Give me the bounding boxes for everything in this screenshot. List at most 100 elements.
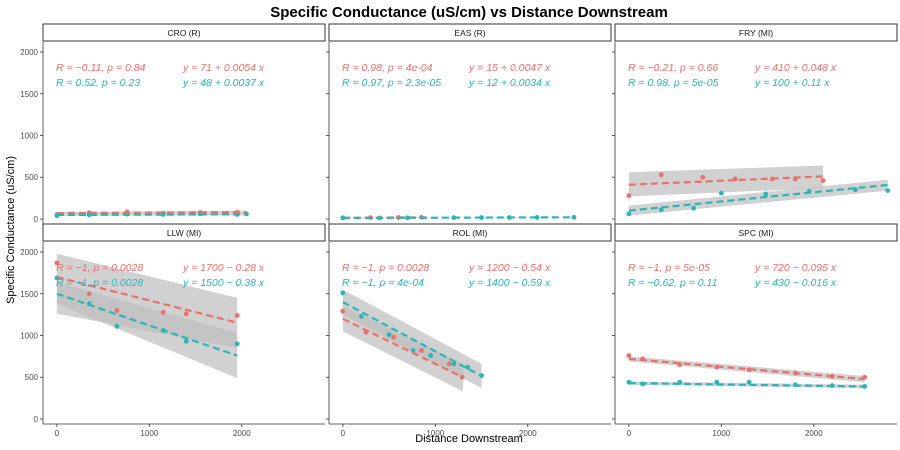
correlation-annotation: R = −1, p = 4e-04 <box>342 277 424 289</box>
data-point-teal <box>465 364 471 370</box>
facet-strip <box>328 223 612 242</box>
data-point-red <box>160 309 166 315</box>
x-tick-label: 1000 <box>140 429 158 438</box>
facet-strip <box>614 223 898 242</box>
y-tick-label: 1000 <box>20 132 38 141</box>
facet-strip-label: CRO (R) <box>167 28 200 38</box>
data-point-teal <box>626 211 632 217</box>
data-point-red <box>183 311 189 317</box>
y-tick-label: 0 <box>34 215 39 224</box>
y-tick-label: 0 <box>34 415 39 424</box>
regression-equation: y = 430 − 0.016 x <box>754 277 837 289</box>
facet-strip <box>42 223 326 242</box>
correlation-annotation: R = −1, p = 0.0028 <box>56 277 143 289</box>
facet-strip-label: FRY (MI) <box>739 28 773 38</box>
data-point-teal <box>340 290 346 296</box>
y-tick-label: 500 <box>25 173 39 182</box>
facet-strip <box>42 23 326 42</box>
regression-equation: y = 1400 − 0.59 x <box>468 277 551 289</box>
correlation-annotation: R = 0.98, p = 4e-04 <box>342 62 433 74</box>
data-point-teal <box>358 313 364 319</box>
data-point-teal <box>183 338 189 344</box>
data-point-red <box>626 353 632 358</box>
y-tick-label: 2000 <box>20 248 38 257</box>
regression-equation: y = 1500 − 0.38 x <box>182 277 265 289</box>
correlation-annotation: R = −1, p = 5e-05 <box>628 262 710 274</box>
panel-eas: EAS (R) R = 0.98, p = 4e-04 y = 15 + 0.004… <box>326 23 612 227</box>
data-point-teal <box>428 353 434 358</box>
fit-line-red <box>56 211 247 215</box>
data-point-red <box>419 348 424 353</box>
data-point-red <box>340 308 346 314</box>
y-tick-label: 1500 <box>20 290 38 299</box>
data-point-teal <box>405 215 410 221</box>
data-point-teal <box>386 332 392 338</box>
data-point-red <box>820 178 826 183</box>
data-point-red <box>658 172 664 178</box>
facet-strip-label: LLW (MI) <box>167 228 201 238</box>
data-point-teal <box>234 341 240 347</box>
data-point-teal <box>691 205 696 211</box>
x-tick-label: 2000 <box>233 429 251 438</box>
x-tick-label: 1000 <box>426 429 444 438</box>
x-tick-label: 1000 <box>712 429 730 438</box>
correlation-annotation: R = 0.52, p = 0.23 <box>56 77 140 89</box>
data-point-teal <box>885 188 891 194</box>
fit-line-teal <box>628 381 865 388</box>
fit-line-red <box>628 357 865 381</box>
fit-line-red <box>56 275 238 324</box>
data-point-teal <box>718 190 724 196</box>
data-point-red <box>54 260 60 266</box>
fit-line-teal <box>56 292 238 357</box>
regression-equation: y = 12 + 0.0034 x <box>468 77 551 89</box>
data-point-teal <box>658 207 664 213</box>
x-tick-label: 0 <box>627 429 632 438</box>
regression-equation: y = 720 − 0.095 x <box>754 262 837 274</box>
fit-line-teal <box>342 216 575 220</box>
data-point-teal <box>114 323 120 329</box>
panel-cro: CRO (R) 0 500 1000 1500 2000 R = −0.11, p = 0.… <box>20 23 326 227</box>
data-point-teal <box>763 191 769 197</box>
data-point-red <box>446 361 452 367</box>
facet-strip-label: EAS (R) <box>454 28 485 38</box>
y-tick-label: 1500 <box>20 90 38 99</box>
panel-fry: FRY (MI) R = −0.21, p = 0.66 y = 410 + 0.0… <box>612 23 898 227</box>
regression-equation: y = 71 + 0.0054 x <box>182 62 265 74</box>
data-point-teal <box>534 215 540 220</box>
correlation-annotation: R = −0.11, p = 0.84 <box>56 62 146 74</box>
correlation-annotation: R = −0.21, p = 0.66 <box>628 62 718 74</box>
x-tick-label: 2000 <box>519 429 537 438</box>
y-tick-label: 500 <box>25 373 39 382</box>
correlation-annotation: R = −1, p = 0.0028 <box>342 262 429 274</box>
facet-strip-label: SPC (MI) <box>739 228 774 238</box>
facet-strip <box>328 23 612 42</box>
data-point-teal <box>746 379 752 385</box>
correlation-annotation: R = −0.62, p = 0.11 <box>628 277 717 289</box>
x-axis-label: Distance Downstream <box>415 433 523 445</box>
y-tick-label: 1000 <box>20 332 38 341</box>
x-tick-label: 0 <box>55 429 60 438</box>
data-point-red <box>114 308 120 313</box>
data-point-red <box>700 174 706 180</box>
regression-equation: y = 1200 − 0.54 x <box>468 262 551 274</box>
fit-line-red <box>342 317 464 379</box>
regression-equation: y = 1700 − 0.28 x <box>182 262 265 274</box>
correlation-annotation: R = −1, p = 0.0028 <box>56 262 143 274</box>
y-tick-label: 2000 <box>20 48 38 57</box>
data-point-red <box>86 291 92 297</box>
regression-equation: y = 48 + 0.0037 x <box>182 77 265 89</box>
panel-llw: LLW (MI) 0 500 1000 1500 2000 0 1000 2000 R = −1,… <box>20 223 326 438</box>
facet-strip-label: ROL (MI) <box>453 228 488 238</box>
y-axis-label: Specific Conductance (uS/cm) <box>5 156 17 304</box>
facet-strip <box>614 23 898 42</box>
regression-equation: y = 410 + 0.048 x <box>754 62 837 74</box>
regression-equation: y = 15 + 0.0047 x <box>468 62 551 74</box>
fit-line-teal <box>342 301 483 377</box>
x-tick-label: 2000 <box>805 429 823 438</box>
confidence-band-red <box>628 165 824 197</box>
x-tick-label: 0 <box>341 429 346 438</box>
fit-line-teal <box>56 213 247 217</box>
facet-panels: CRO (R) 0 500 1000 1500 2000 R = −0.11, p = 0.… <box>20 23 898 438</box>
correlation-annotation: R = 0.97, p = 2.3e-05 <box>342 77 441 89</box>
